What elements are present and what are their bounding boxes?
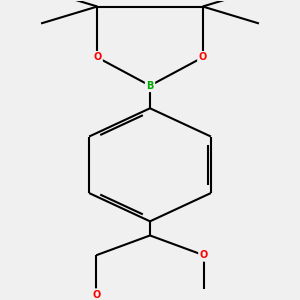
Text: O: O [199, 52, 207, 62]
Text: O: O [92, 290, 100, 300]
Text: O: O [200, 250, 208, 260]
Text: B: B [146, 81, 154, 91]
Text: O: O [93, 52, 101, 62]
